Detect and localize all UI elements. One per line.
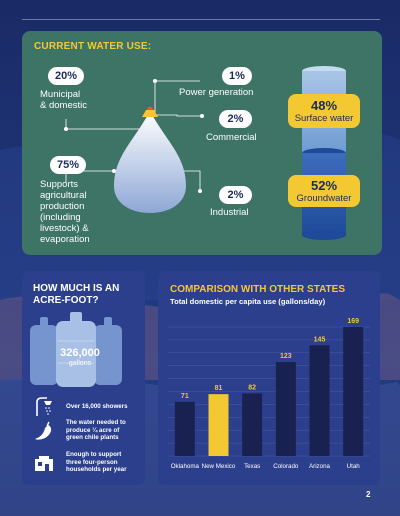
fact-chile-line-2: produce ¼ acre of — [66, 426, 120, 434]
chart-title: COMPARISON WITH OTHER STATES — [170, 284, 345, 295]
power-label: Power generation — [179, 87, 254, 98]
surface-water-tag: 48% Surface water — [288, 94, 360, 128]
fact-households: Enough to support three four-person hous… — [66, 451, 142, 474]
bar-value-label: 82 — [248, 384, 256, 391]
agricultural-label-4: (including — [40, 212, 81, 223]
fact-households-line-3: households per year — [66, 466, 127, 473]
groundwater-label: Groundwater — [296, 192, 352, 204]
category-label: New Mexico — [202, 463, 236, 470]
agricultural-label-1: Supports — [40, 179, 79, 190]
acre-foot-heading-line-2: ACRE-FOOT? — [33, 295, 99, 306]
commercial-pct: 2% — [219, 110, 252, 128]
agricultural-label-3: production — [40, 201, 85, 212]
commercial-label: Commercial — [206, 132, 257, 143]
groundwater-tag: 52% Groundwater — [288, 175, 360, 207]
agricultural-label-6: evaporation — [40, 234, 90, 245]
acre-foot-panel: HOW MUCH IS AN ACRE-FOOT? 326,000 gallon… — [22, 271, 145, 485]
chile-pepper-icon — [35, 421, 52, 440]
acre-foot-heading-line-1: HOW MUCH IS AN — [33, 283, 120, 294]
category-label: Colorado — [273, 463, 299, 470]
comparison-bar-chart: 71 Oklahoma 81 New Mexico 82 Texas 123 Colorado… — [168, 318, 370, 470]
category-label: Arizona — [309, 463, 331, 470]
shower-icon — [36, 397, 52, 416]
adobe-house-icon — [35, 456, 53, 471]
page-number: 2 — [366, 490, 371, 499]
category-label: Utah — [347, 463, 361, 470]
water-drop-icon — [114, 111, 186, 213]
fact-chile: The water needed to produce ¼ acre of gr… — [66, 419, 142, 442]
surface-water-label: Surface water — [294, 112, 354, 124]
groundwater-pct: 52% — [310, 177, 338, 193]
comparison-panel: COMPARISON WITH OTHER STATES Total domes… — [158, 271, 380, 485]
bar-value-label: 123 — [280, 353, 292, 360]
gallons-unit: gallons — [68, 360, 92, 367]
agricultural-pct: 75% — [50, 156, 86, 174]
category-label: Texas — [244, 463, 260, 470]
bar-utah — [343, 327, 364, 456]
gallons-value: 326,000 — [60, 347, 100, 359]
fact-households-line-2: three four-person — [66, 458, 118, 466]
municipal-label-1: Municipal — [40, 89, 81, 100]
bar-value-label: 169 — [347, 318, 359, 325]
chart-subtitle: Total domestic per capita use (gallons/d… — [170, 297, 326, 306]
agricultural-label-5: livestock) & — [40, 223, 89, 234]
industrial-label: Industrial — [210, 207, 249, 218]
bar-texas — [242, 393, 263, 456]
bar-arizona — [309, 345, 330, 456]
current-water-use-panel: CURRENT WATER USE: — [22, 31, 382, 255]
fact-chile-line-1: The water needed to — [66, 419, 126, 426]
municipal-pct: 20% — [48, 67, 84, 85]
gallons-readout: 326,000 gallons — [35, 347, 125, 367]
power-pct: 1% — [222, 67, 252, 85]
municipal-label-2: & domestic — [40, 100, 87, 111]
fact-chile-line-3: green chile plants — [66, 434, 119, 441]
bar-value-label: 145 — [314, 336, 326, 343]
bar-value-label: 71 — [181, 393, 189, 400]
top-divider — [22, 19, 380, 20]
fact-households-line-1: Enough to support — [66, 451, 122, 458]
fact-showers: Over 16,000 showers — [66, 403, 128, 410]
bar-oklahoma — [174, 401, 195, 456]
water-jugs-icon — [30, 312, 122, 387]
surface-water-pct: 48% — [310, 97, 338, 113]
water-use-heading: CURRENT WATER USE: — [34, 41, 152, 52]
acre-foot-heading: HOW MUCH IS AN ACRE-FOOT? — [33, 283, 143, 307]
agricultural-label-2: agricultural — [40, 190, 87, 201]
bar-colorado — [275, 362, 296, 456]
bar-value-label: 81 — [215, 385, 223, 392]
industrial-pct: 2% — [219, 186, 252, 204]
bar-new-mexico — [208, 394, 229, 456]
category-label: Oklahoma — [171, 463, 200, 470]
